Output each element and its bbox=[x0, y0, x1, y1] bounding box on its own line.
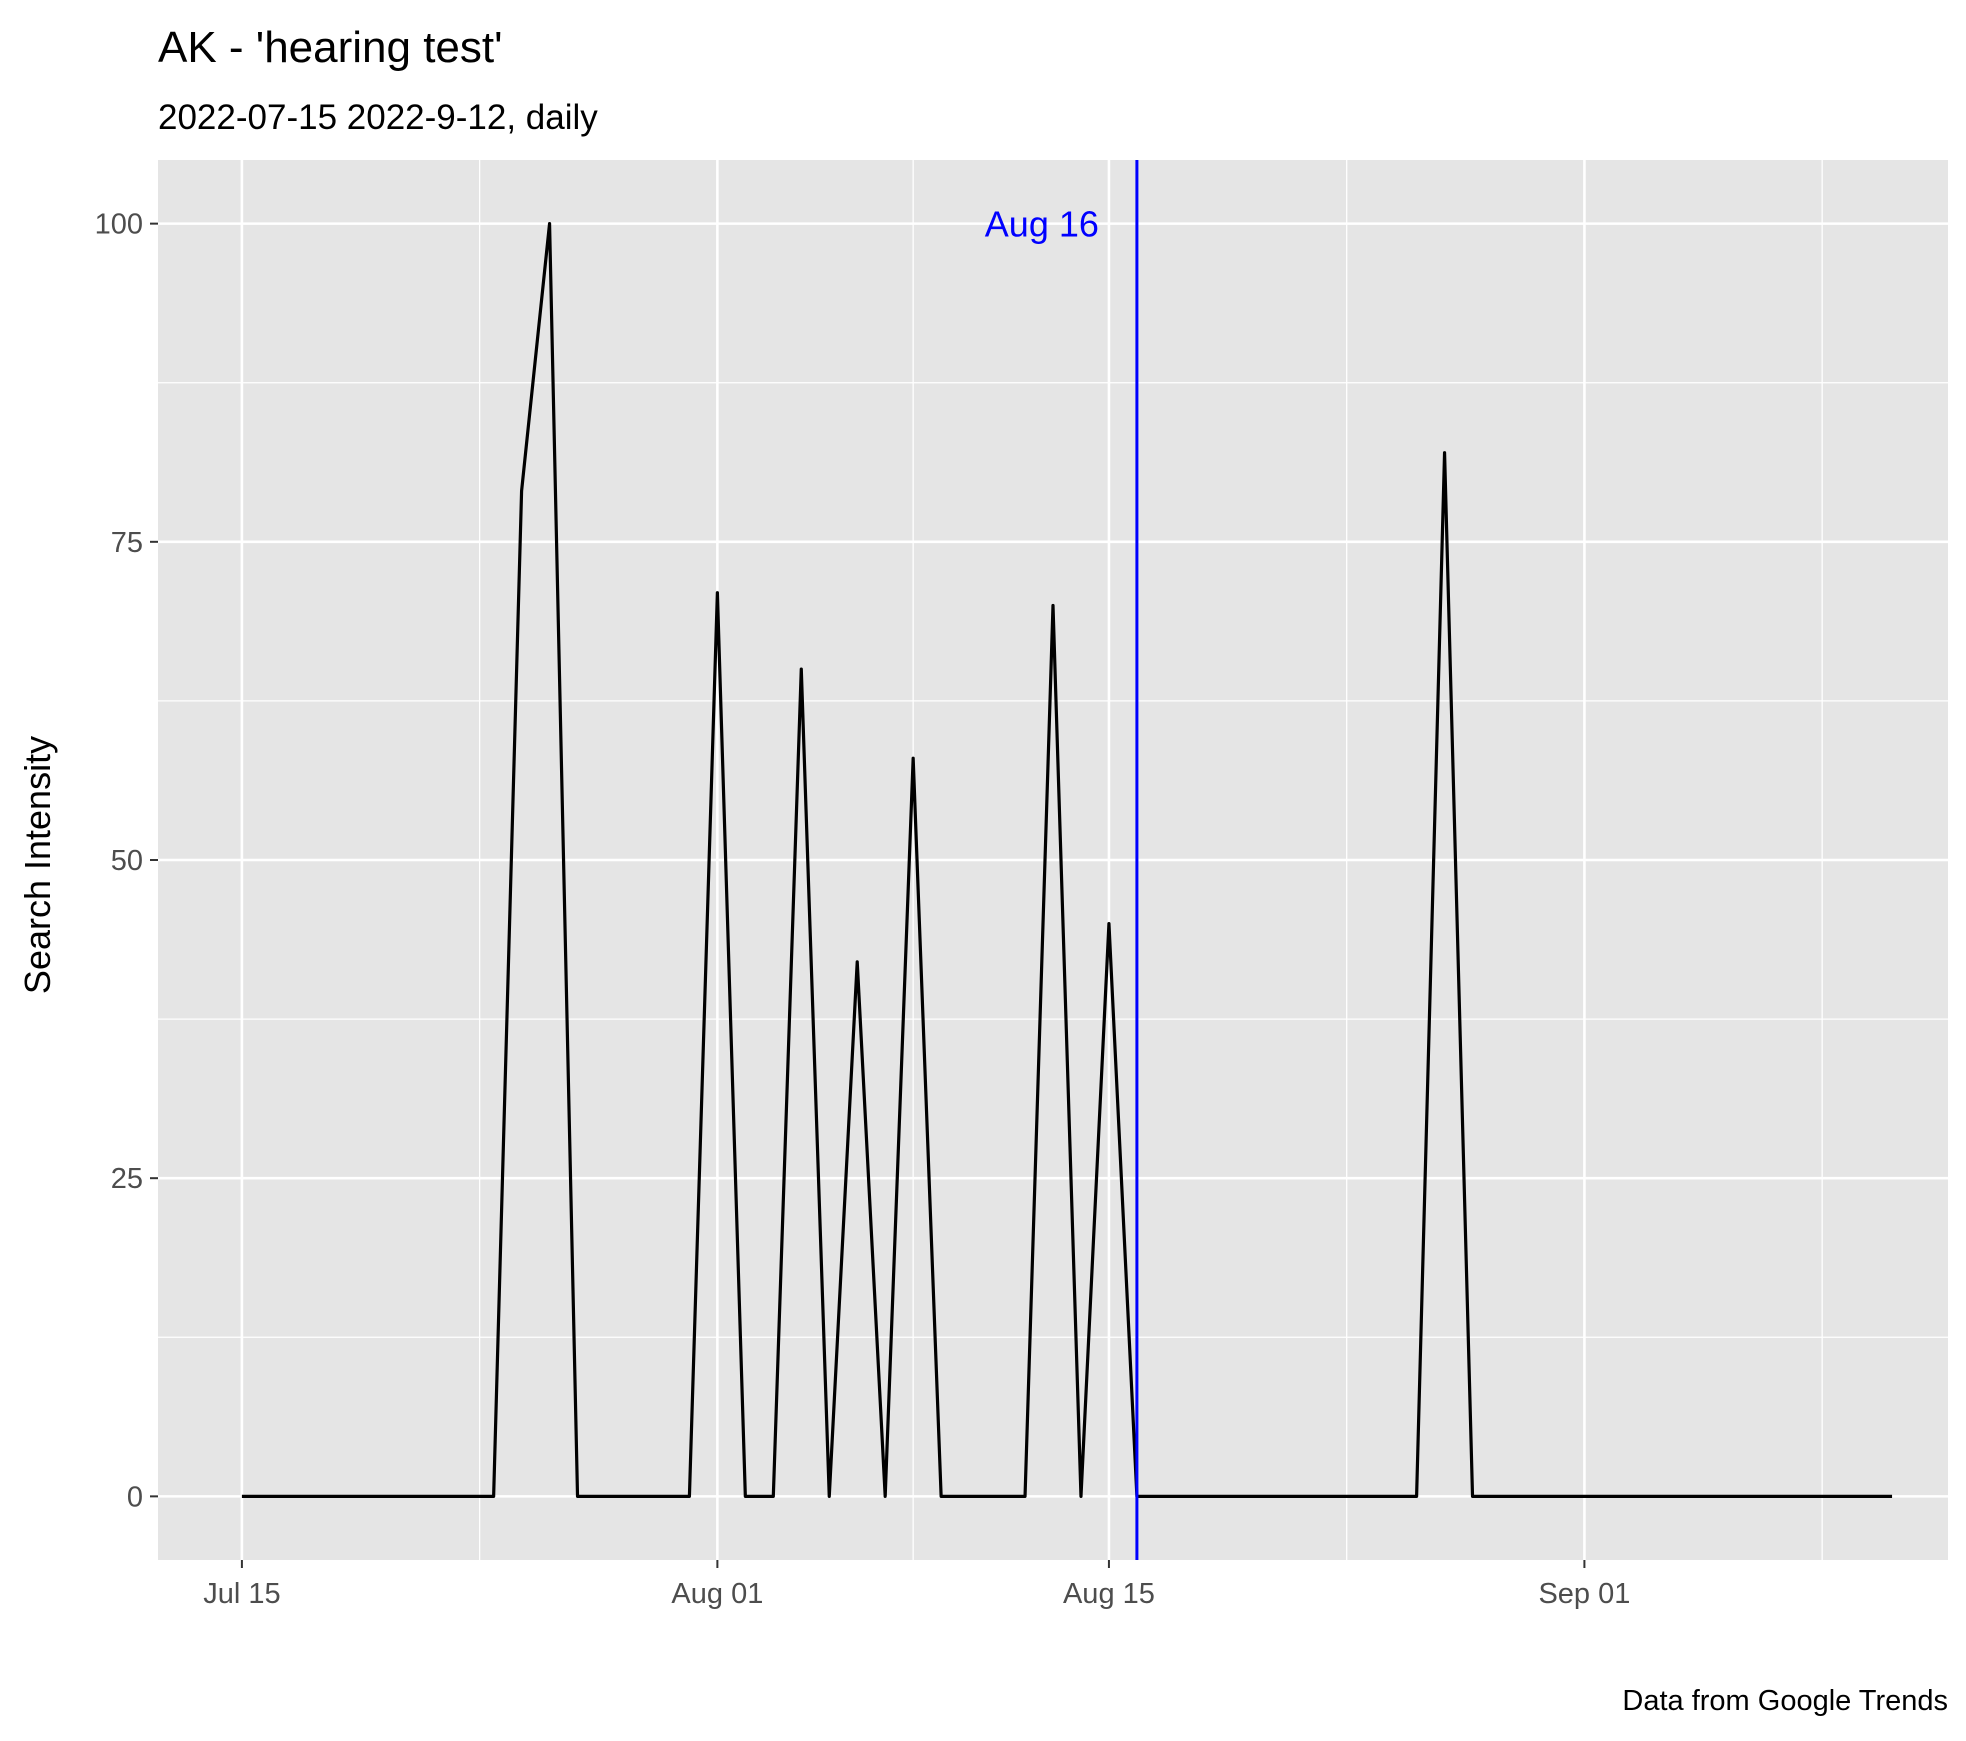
x-tick-label: Jul 15 bbox=[203, 1578, 280, 1610]
reference-line-label: Aug 16 bbox=[985, 204, 1099, 245]
y-tick-label: 75 bbox=[111, 527, 143, 559]
reference-line-layer: Aug 16 bbox=[985, 160, 1139, 1560]
y-axis-title: Search Intensity bbox=[17, 736, 58, 994]
chart-subtitle: 2022-07-15 2022-9-12, daily bbox=[158, 98, 598, 137]
y-tick-label: 100 bbox=[95, 209, 143, 241]
chart-caption: Data from Google Trends bbox=[1622, 1685, 1948, 1717]
x-tick-label: Aug 15 bbox=[1063, 1578, 1155, 1610]
x-tick-label: Sep 01 bbox=[1538, 1578, 1630, 1610]
y-axis: 0 25 50 75 100 bbox=[95, 209, 158, 1513]
series-line bbox=[241, 222, 1893, 1498]
y-tick-label: 50 bbox=[111, 845, 143, 877]
series-layer bbox=[241, 222, 1893, 1498]
y-tick-label: 0 bbox=[127, 1481, 143, 1513]
x-axis: Jul 15 Aug 01 Aug 15 Sep 01 bbox=[203, 1560, 1630, 1610]
y-tick-label: 25 bbox=[111, 1163, 143, 1195]
x-tick-label: Aug 01 bbox=[671, 1578, 763, 1610]
chart-title: AK - 'hearing test' bbox=[158, 23, 503, 72]
